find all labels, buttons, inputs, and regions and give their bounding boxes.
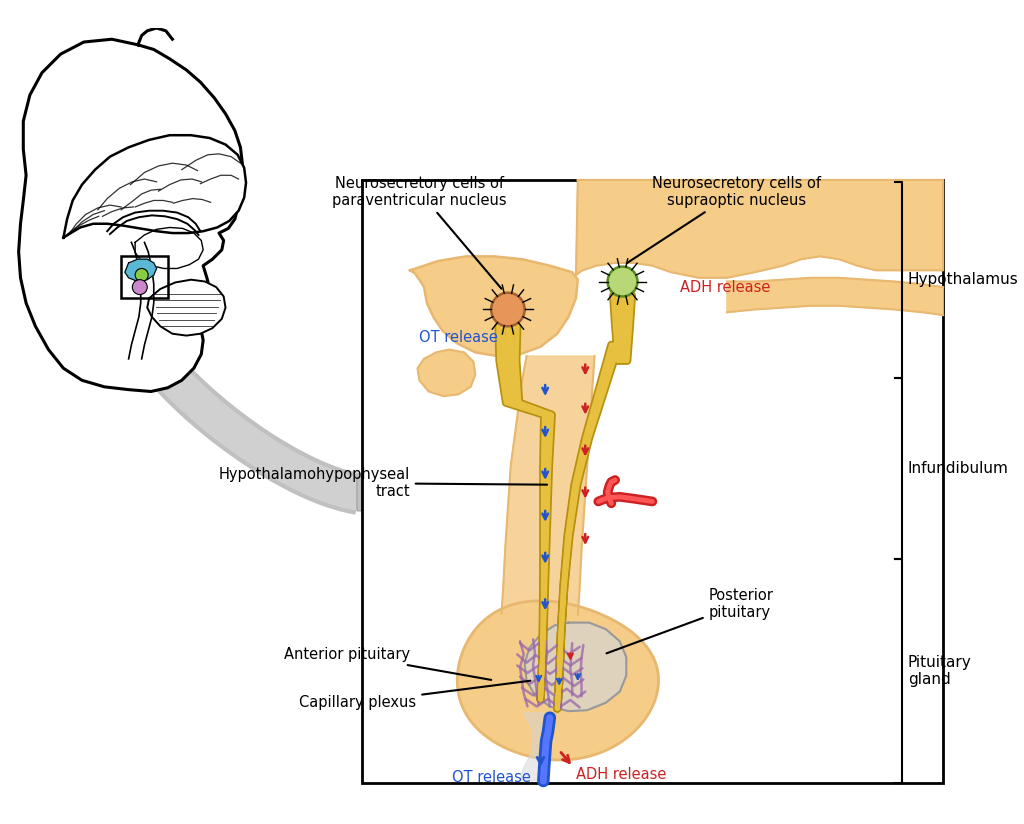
Text: Hypothalamohypophyseal
tract: Hypothalamohypophyseal tract xyxy=(219,466,547,499)
Text: OT release: OT release xyxy=(419,330,498,345)
Circle shape xyxy=(135,269,148,282)
Polygon shape xyxy=(493,616,601,733)
Polygon shape xyxy=(147,279,225,335)
Text: ADH release: ADH release xyxy=(680,279,771,295)
Polygon shape xyxy=(125,260,157,282)
Polygon shape xyxy=(524,623,627,711)
Polygon shape xyxy=(63,135,246,238)
Circle shape xyxy=(132,279,147,294)
Text: Infundibulum: Infundibulum xyxy=(907,461,1009,476)
Text: Capillary plexus: Capillary plexus xyxy=(299,681,530,710)
Polygon shape xyxy=(727,278,943,315)
Text: Neurosecretory cells of
paraventricular nucleus: Neurosecretory cells of paraventricular … xyxy=(332,176,507,288)
Bar xyxy=(121,256,168,298)
Polygon shape xyxy=(410,256,578,356)
Text: OT release: OT release xyxy=(453,770,531,785)
Text: Hypothalamus: Hypothalamus xyxy=(907,272,1019,288)
Bar xyxy=(361,180,943,783)
Text: Anterior pituitary: Anterior pituitary xyxy=(284,647,492,680)
Polygon shape xyxy=(502,356,595,616)
Circle shape xyxy=(607,267,638,297)
Circle shape xyxy=(492,293,524,326)
Text: Posterior
pituitary: Posterior pituitary xyxy=(606,588,773,653)
Text: ADH release: ADH release xyxy=(575,767,667,782)
Polygon shape xyxy=(129,242,154,359)
Polygon shape xyxy=(520,713,552,781)
Polygon shape xyxy=(418,349,475,396)
Polygon shape xyxy=(575,180,943,278)
Polygon shape xyxy=(357,477,410,511)
Text: Pituitary
gland: Pituitary gland xyxy=(907,655,972,687)
Polygon shape xyxy=(18,40,243,391)
Polygon shape xyxy=(458,601,658,760)
Text: Neurosecretory cells of
supraoptic nucleus: Neurosecretory cells of supraoptic nucle… xyxy=(627,176,820,263)
